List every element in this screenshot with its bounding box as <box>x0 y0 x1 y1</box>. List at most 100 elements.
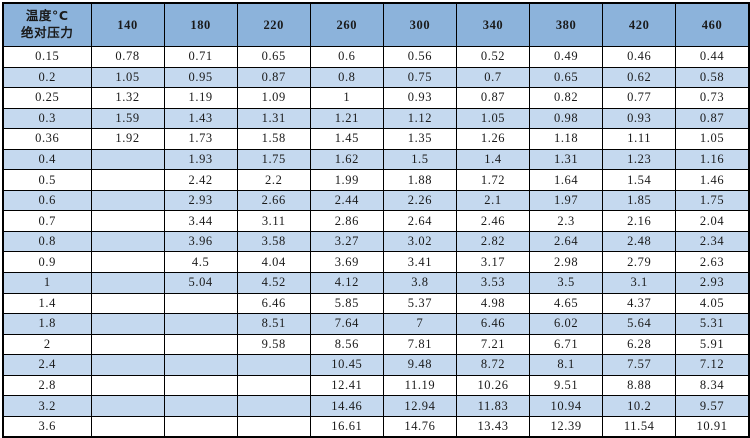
data-cell: 0.52 <box>455 46 531 68</box>
data-cell: 16.61 <box>309 415 384 438</box>
data-cell <box>163 292 238 315</box>
table-row: 0.25 1.32 1.19 1.09 1 0.93 0.87 0.82 0.77 0.73 <box>2 87 750 109</box>
data-cell: 8.56 <box>309 333 384 356</box>
data-cell: 0.71 <box>163 46 238 68</box>
data-cell: 1.5 <box>382 148 457 171</box>
table-row: 2.8 12.41 11.19 10.26 9.51 8.88 8.34 <box>2 374 750 397</box>
data-cell: 1.75 <box>236 148 311 171</box>
data-cell: 3.17 <box>455 251 531 274</box>
data-cell: 1.26 <box>455 128 531 150</box>
row-label-cell: 2.8 <box>2 374 92 397</box>
data-cell: 4.52 <box>236 272 311 294</box>
data-cell: 5.91 <box>675 333 750 356</box>
data-cell: 2.1 <box>455 189 531 212</box>
data-cell: 2.82 <box>455 230 531 253</box>
data-cell: 0.87 <box>675 107 750 130</box>
data-cell: 0.8 <box>309 66 384 89</box>
data-cell: 9.58 <box>236 333 311 356</box>
data-cell: 10.2 <box>602 395 677 417</box>
table-row: 2.4 10.45 9.48 8.72 8.1 7.57 7.12 <box>2 354 750 376</box>
data-cell: 1.05 <box>455 107 531 130</box>
data-cell <box>163 415 238 438</box>
data-cell: 5.04 <box>163 272 238 294</box>
column-header-420: 420 <box>602 2 677 47</box>
data-cell: 3.53 <box>455 272 531 294</box>
table-row: 3.6 16.61 14.76 13.43 12.39 11.54 10.91 <box>2 415 750 438</box>
column-header-340: 340 <box>455 2 531 47</box>
row-label-cell: 0.36 <box>2 128 92 150</box>
data-cell: 2.64 <box>529 230 604 253</box>
row-label-cell: 1 <box>2 272 92 294</box>
data-cell: 3.41 <box>382 251 457 274</box>
data-cell: 9.57 <box>675 395 750 417</box>
table-row: 0.9 4.5 4.04 3.69 3.41 3.17 2.98 2.79 2.63 <box>2 251 750 274</box>
data-cell: 8.88 <box>602 374 677 397</box>
data-cell: 0.62 <box>602 66 677 89</box>
data-cell <box>90 230 165 253</box>
data-cell: 3.11 <box>236 210 311 232</box>
data-cell <box>236 374 311 397</box>
table-row: 0.2 1.05 0.95 0.87 0.8 0.75 0.7 0.65 0.62 0.58 <box>2 66 750 89</box>
data-cell: 5.37 <box>382 292 457 315</box>
data-cell: 12.41 <box>309 374 384 397</box>
row-label-cell: 0.2 <box>2 66 92 89</box>
column-header-220: 220 <box>236 2 311 47</box>
data-cell: 1.43 <box>163 107 238 130</box>
data-cell: 1.32 <box>90 87 165 109</box>
data-cell: 13.43 <box>455 415 531 438</box>
column-header-140: 140 <box>90 2 165 47</box>
data-cell: 2.2 <box>236 169 311 191</box>
table-head: 温度°C 绝对压力 140 180 220 260 300 340 380 42… <box>2 2 750 47</box>
data-cell <box>90 272 165 294</box>
data-cell: 1.05 <box>90 66 165 89</box>
data-cell <box>90 210 165 232</box>
data-cell: 2.66 <box>236 189 311 212</box>
data-cell: 1.16 <box>675 148 750 171</box>
corner-header-line-temperature: 温度°C <box>25 8 69 24</box>
data-cell: 0.7 <box>455 66 531 89</box>
data-cell <box>90 148 165 171</box>
data-cell: 8.51 <box>236 313 311 335</box>
data-cell: 3.02 <box>382 230 457 253</box>
data-cell: 0.46 <box>602 46 677 68</box>
data-cell: 1.31 <box>236 107 311 130</box>
data-cell: 7 <box>382 313 457 335</box>
data-cell: 0.6 <box>309 46 384 68</box>
data-cell <box>90 415 165 438</box>
data-cell: 5.64 <box>602 313 677 335</box>
data-cell: 1.72 <box>455 169 531 191</box>
data-cell: 0.44 <box>675 46 750 68</box>
data-cell: 0.58 <box>675 66 750 89</box>
data-cell: 0.73 <box>675 87 750 109</box>
data-cell: 7.57 <box>602 354 677 376</box>
data-cell: 1.46 <box>675 169 750 191</box>
data-cell <box>90 292 165 315</box>
data-cell: 12.39 <box>529 415 604 438</box>
table-row: 0.8 3.96 3.58 3.27 3.02 2.82 2.64 2.48 2.34 <box>2 230 750 253</box>
data-cell: 5.85 <box>309 292 384 315</box>
data-cell <box>236 354 311 376</box>
table-row: 1 5.04 4.52 4.12 3.8 3.53 3.5 3.1 2.93 <box>2 272 750 294</box>
corner-header-line-pressure: 绝对压力 <box>21 25 74 40</box>
data-cell: 3.5 <box>529 272 604 294</box>
data-cell: 1.73 <box>163 128 238 150</box>
data-cell: 7.64 <box>309 313 384 335</box>
table-row: 0.36 1.92 1.73 1.58 1.45 1.35 1.26 1.18 1.11 1.05 <box>2 128 750 150</box>
table-body: 0.15 0.78 0.71 0.65 0.6 0.56 0.52 0.49 0.46 0.44 0… <box>2 46 750 438</box>
data-cell: 0.56 <box>382 46 457 68</box>
column-header-260: 260 <box>309 2 384 47</box>
data-cell: 1.23 <box>602 148 677 171</box>
data-cell: 0.75 <box>382 66 457 89</box>
data-cell: 4.12 <box>309 272 384 294</box>
data-cell: 11.54 <box>602 415 677 438</box>
data-cell <box>236 415 311 438</box>
data-cell <box>163 333 238 356</box>
data-cell: 1.99 <box>309 169 384 191</box>
data-cell: 10.45 <box>309 354 384 376</box>
row-label-cell: 1.8 <box>2 313 92 335</box>
data-cell: 2.93 <box>163 189 238 212</box>
data-cell: 1 <box>309 87 384 109</box>
data-cell: 4.04 <box>236 251 311 274</box>
row-label-cell: 1.4 <box>2 292 92 315</box>
data-cell <box>163 354 238 376</box>
